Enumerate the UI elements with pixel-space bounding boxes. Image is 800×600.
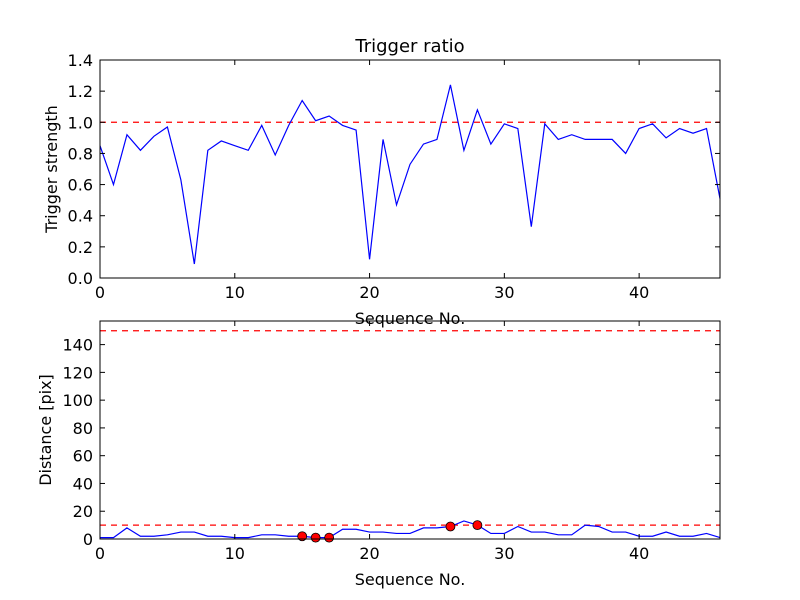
x-tick-label: 0 bbox=[95, 544, 105, 563]
y-tick-label: 140 bbox=[62, 336, 93, 355]
y-axis-label: Distance [pix] bbox=[36, 374, 55, 486]
axis-ticks: 0 10 20 30 40 0 20 40 60 80 100 120 140 bbox=[62, 321, 720, 563]
y-tick-label: 0.0 bbox=[68, 269, 93, 288]
data-line bbox=[99, 84, 721, 265]
x-tick-label: 30 bbox=[494, 283, 514, 302]
data-line bbox=[100, 520, 721, 539]
x-axis-label: Sequence No. bbox=[355, 570, 466, 589]
threshold-lines bbox=[100, 330, 720, 526]
x-axis-label: Sequence No. bbox=[355, 309, 466, 328]
y-tick-label: 0.4 bbox=[68, 207, 93, 226]
highlighted-point bbox=[472, 520, 483, 531]
x-tick-label: 40 bbox=[629, 283, 649, 302]
y-tick-label: 40 bbox=[73, 474, 93, 493]
y-tick-label: 1.2 bbox=[68, 82, 93, 101]
y-tick-label: 60 bbox=[73, 447, 93, 466]
highlighted-point bbox=[324, 532, 335, 543]
trigger-ratio-plot: Trigger ratio 0 10 20 30 40 0.0 0.2 0.4 0.6 0.8 1.… bbox=[42, 36, 721, 328]
y-tick-label: 0 bbox=[83, 530, 93, 549]
y-tick-label: 100 bbox=[62, 391, 93, 410]
y-tick-label: 1.0 bbox=[68, 113, 93, 132]
plot-frame bbox=[99, 59, 721, 279]
highlighted-point bbox=[445, 521, 456, 532]
axis-ticks: 0 10 20 30 40 0.0 0.2 0.4 0.6 0.8 1.0 1.2 1.4 bbox=[68, 51, 720, 302]
x-tick-label: 10 bbox=[225, 283, 245, 302]
y-tick-label: 0.2 bbox=[68, 238, 93, 257]
y-axis-label: Trigger strength bbox=[42, 105, 61, 234]
x-tick-label: 10 bbox=[225, 544, 245, 563]
series-line bbox=[99, 84, 721, 265]
y-tick-label: 20 bbox=[73, 502, 93, 521]
chart-title: Trigger ratio bbox=[354, 36, 464, 57]
y-tick-label: 120 bbox=[62, 363, 93, 382]
x-tick-label: 0 bbox=[95, 283, 105, 302]
distance-plot: 0 10 20 30 40 0 20 40 60 80 100 120 140 Sequence No.… bbox=[36, 320, 721, 589]
y-tick-label: 1.4 bbox=[68, 51, 93, 70]
highlighted-points bbox=[297, 520, 483, 543]
y-tick-label: 80 bbox=[73, 419, 93, 438]
x-tick-label: 20 bbox=[359, 544, 379, 563]
highlighted-point bbox=[310, 532, 321, 543]
highlighted-point bbox=[297, 531, 308, 542]
x-tick-label: 40 bbox=[629, 544, 649, 563]
series-line bbox=[100, 520, 721, 539]
x-tick-label: 20 bbox=[359, 283, 379, 302]
x-tick-label: 30 bbox=[494, 544, 514, 563]
y-tick-label: 0.6 bbox=[68, 176, 93, 195]
y-tick-label: 0.8 bbox=[68, 144, 93, 163]
plot-frame bbox=[99, 320, 721, 540]
